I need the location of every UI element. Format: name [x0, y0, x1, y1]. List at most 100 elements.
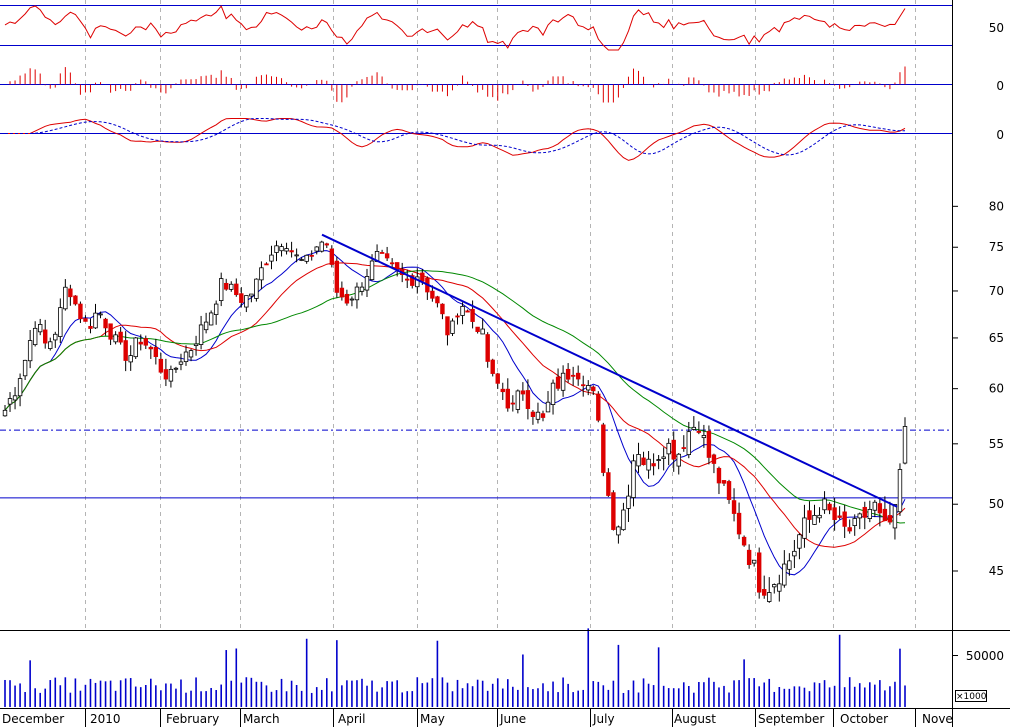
- price-tick-label: 55: [989, 437, 1004, 451]
- up-candle-body: [661, 456, 666, 459]
- down-candle-body: [73, 295, 78, 305]
- up-candle-body: [797, 534, 802, 549]
- up-candle-body: [817, 514, 822, 519]
- down-candle-body: [224, 282, 229, 290]
- up-candle-body: [133, 337, 138, 358]
- up-candle-body: [560, 372, 566, 391]
- candle: [756, 547, 762, 599]
- rsi-tick-label: 50: [989, 21, 1004, 35]
- candle: [762, 575, 767, 599]
- candle: [867, 500, 873, 523]
- candle: [701, 424, 707, 448]
- candle: [586, 380, 591, 396]
- down-candle-body: [877, 503, 883, 514]
- candle: [842, 504, 847, 538]
- down-candle-body: [601, 424, 606, 473]
- up-candle-body: [354, 286, 360, 301]
- down-candle-body: [153, 347, 159, 358]
- down-candle-body: [78, 303, 83, 320]
- x-tick-label: September: [758, 712, 824, 726]
- up-candle-body: [12, 395, 18, 401]
- candle: [892, 504, 898, 540]
- down-candle-body: [234, 283, 239, 296]
- down-candle-body: [445, 316, 450, 336]
- candle: [817, 507, 822, 523]
- price-tick-label: 75: [989, 240, 1004, 254]
- candle: [656, 454, 661, 470]
- up-candle-body: [787, 560, 792, 570]
- macd-tick-label: 0: [996, 128, 1004, 142]
- downtrend-line: [321, 233, 898, 508]
- down-candle-body: [88, 325, 93, 329]
- candle: [153, 338, 159, 365]
- volume-unit-label: ×1000: [955, 690, 987, 702]
- candle: [17, 373, 23, 407]
- x-tick-label: July: [592, 712, 615, 726]
- down-candle-body: [138, 341, 143, 345]
- macd-line: [5, 118, 906, 161]
- medium-moving-average: [4, 262, 906, 548]
- candle: [560, 365, 566, 397]
- candle: [545, 391, 551, 413]
- candle: [852, 514, 857, 536]
- down-candle-body: [470, 308, 475, 322]
- down-candle-body: [606, 472, 611, 496]
- candle: [465, 309, 470, 313]
- candle: [812, 504, 817, 525]
- axis-labels: December 2010 February March April May June Jul…: [2, 21, 1004, 726]
- candle: [751, 559, 757, 567]
- down-candle-body: [570, 374, 576, 377]
- up-candle-body: [636, 454, 641, 467]
- candle: [525, 379, 531, 420]
- up-candle-body: [772, 584, 777, 588]
- candle: [822, 491, 827, 514]
- candle: [736, 502, 742, 540]
- candle: [767, 577, 772, 603]
- volume-panel: [4, 628, 906, 707]
- candle: [123, 331, 128, 372]
- up-candle-body: [188, 350, 194, 358]
- down-candle-body: [83, 318, 88, 322]
- down-candle-body: [807, 510, 812, 520]
- candle: [787, 553, 792, 576]
- up-candle-body: [460, 305, 465, 316]
- price-tick-label: 45: [989, 564, 1004, 578]
- candle: [68, 284, 73, 306]
- price-tick-label: 80: [989, 199, 1004, 213]
- candle: [93, 303, 98, 329]
- candle: [475, 326, 480, 334]
- candle: [485, 332, 490, 368]
- candle: [133, 336, 138, 359]
- candle: [591, 385, 596, 396]
- candle: [339, 281, 345, 301]
- down-candle-body: [510, 402, 516, 405]
- x-tick-label: Nove: [922, 712, 953, 726]
- x-tick-label: April: [338, 712, 365, 726]
- up-candle-body: [767, 592, 772, 602]
- up-candle-body: [646, 458, 651, 471]
- candle: [279, 243, 284, 257]
- candle: [103, 317, 108, 336]
- candle: [259, 261, 264, 290]
- up-candle-body: [751, 559, 757, 564]
- candle: [354, 282, 360, 309]
- up-candle-body: [676, 453, 681, 467]
- candle: [12, 387, 18, 410]
- candle: [304, 254, 309, 264]
- candle: [108, 323, 113, 346]
- up-candle-body: [822, 498, 827, 511]
- up-candle-body: [656, 459, 661, 461]
- candle: [113, 331, 118, 345]
- down-candle-body: [309, 254, 314, 257]
- candle: [329, 245, 335, 268]
- candle: [606, 468, 611, 497]
- candle: [53, 331, 58, 348]
- candle: [621, 502, 626, 531]
- candle: [63, 279, 68, 311]
- down-candle-body: [435, 296, 440, 304]
- candle: [314, 246, 319, 255]
- candle: [797, 533, 802, 560]
- up-candle-body: [178, 361, 184, 365]
